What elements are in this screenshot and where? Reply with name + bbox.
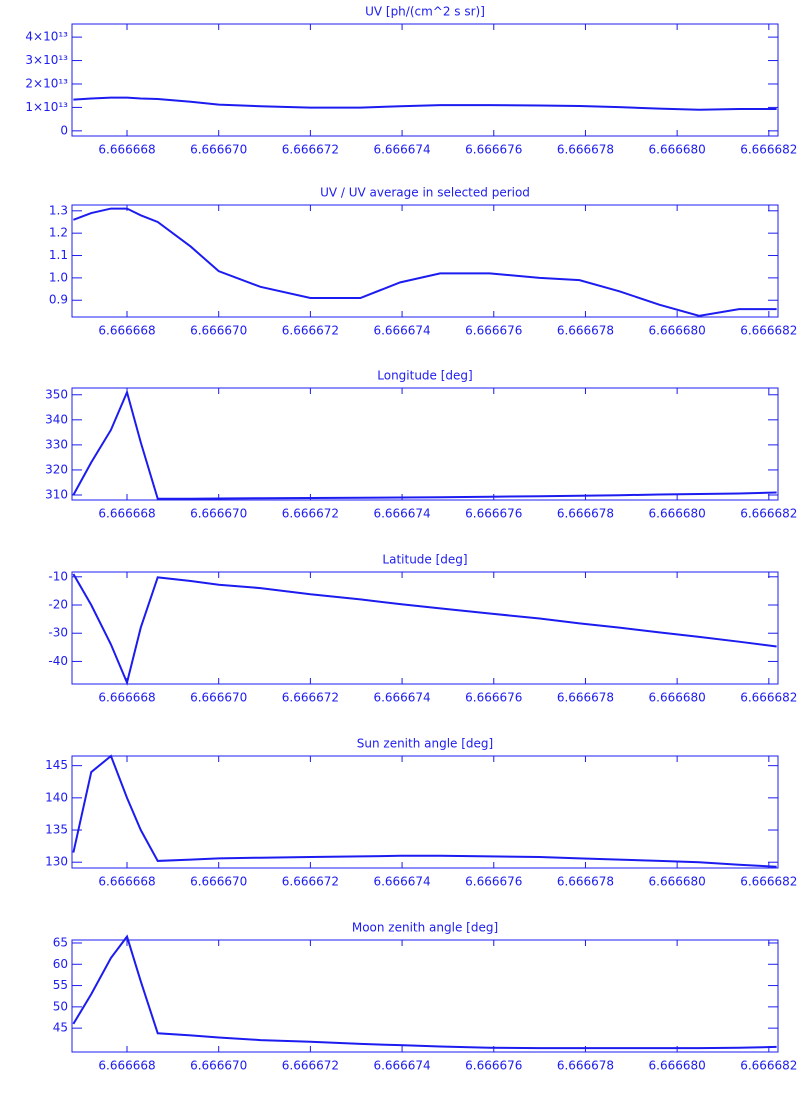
chart-title: UV / UV average in selected period: [320, 186, 530, 200]
chart-title: Moon zenith angle [deg]: [352, 921, 498, 935]
x-tick-label: 6.666676: [465, 324, 522, 338]
y-tick-label: 330: [45, 437, 68, 451]
y-tick-label: 310: [45, 487, 68, 501]
x-tick-label: 6.666670: [190, 324, 247, 338]
y-tick-label: -20: [48, 598, 68, 612]
x-tick-label: 6.666674: [373, 143, 430, 157]
x-tick-label: 6.666668: [98, 691, 155, 705]
chart-title: Longitude [deg]: [377, 369, 472, 383]
y-tick-label: 350: [45, 387, 68, 401]
y-tick-label: 3×10¹³: [25, 53, 68, 67]
y-tick-label: 135: [45, 823, 68, 837]
y-tick-label: 65: [53, 935, 68, 949]
y-tick-label: 130: [45, 855, 68, 869]
x-tick-label: 6.666672: [282, 324, 339, 338]
plot-frame: [71, 23, 779, 137]
plot-frame: [71, 939, 779, 1053]
y-tick-label: 1.0: [49, 270, 68, 284]
y-tick-label: 145: [45, 758, 68, 772]
y-tick-label: 2×10¹³: [25, 76, 68, 90]
y-tick-label: -30: [48, 626, 68, 640]
x-tick-label: 6.666672: [282, 1059, 339, 1073]
x-tick-label: 6.666682: [740, 875, 797, 889]
data-line: [73, 207, 777, 317]
x-tick-label: 6.666670: [190, 875, 247, 889]
data-line: [72, 573, 777, 686]
y-tick-label: 4×10¹³: [25, 30, 68, 44]
x-tick-label: 6.666674: [373, 507, 430, 521]
x-tick-label: 6.666680: [649, 143, 706, 157]
x-tick-label: 6.666668: [98, 507, 155, 521]
x-tick-label: 6.666674: [373, 1059, 430, 1073]
x-tick-label: 6.666682: [740, 1059, 797, 1073]
y-tick-label: -40: [48, 654, 68, 668]
y-tick-label: 1.3: [49, 203, 68, 217]
x-tick-label: 6.666676: [465, 691, 522, 705]
y-tick-label: 50: [53, 999, 68, 1013]
x-tick-label: 6.666678: [557, 691, 614, 705]
y-tick-label: 45: [53, 1021, 68, 1035]
x-tick-label: 6.666670: [190, 1059, 247, 1073]
x-tick-label: 6.666678: [557, 507, 614, 521]
x-tick-label: 6.666670: [190, 507, 247, 521]
x-tick-label: 6.666680: [649, 691, 706, 705]
x-tick-label: 6.666680: [649, 324, 706, 338]
plot-frame: [71, 571, 779, 685]
x-tick-label: 6.666680: [649, 507, 706, 521]
x-tick-label: 6.666672: [282, 143, 339, 157]
plot-frame: [71, 204, 779, 318]
y-tick-label: 140: [45, 790, 68, 804]
x-tick-label: 6.666672: [282, 507, 339, 521]
data-line: [73, 96, 777, 111]
y-tick-label: 1.1: [49, 248, 68, 262]
y-tick-label: 0: [60, 123, 68, 137]
x-tick-label: 6.666674: [373, 875, 430, 889]
x-tick-label: 6.666672: [282, 875, 339, 889]
data-line: [72, 389, 777, 500]
x-tick-label: 6.666678: [557, 1059, 614, 1073]
x-tick-label: 6.666676: [465, 143, 522, 157]
data-line: [72, 754, 777, 868]
y-tick-label: 0.9: [49, 293, 68, 307]
x-tick-label: 6.666682: [740, 143, 797, 157]
chart-title: Latitude [deg]: [382, 553, 467, 567]
x-tick-label: 6.666678: [557, 875, 614, 889]
y-tick-label: 340: [45, 412, 68, 426]
plot-frame: [71, 387, 779, 501]
x-tick-label: 6.666672: [282, 691, 339, 705]
x-tick-label: 6.666668: [98, 1059, 155, 1073]
y-tick-label: -10: [48, 569, 68, 583]
y-tick-label: 1×10¹³: [25, 100, 68, 114]
x-tick-label: 6.666670: [190, 691, 247, 705]
x-tick-label: 6.666680: [649, 1059, 706, 1073]
x-tick-label: 6.666682: [740, 691, 797, 705]
x-tick-label: 6.666670: [190, 143, 247, 157]
x-tick-label: 6.666678: [557, 324, 614, 338]
plot-frame: [71, 755, 779, 869]
x-tick-label: 6.666680: [649, 875, 706, 889]
y-tick-label: 55: [53, 978, 68, 992]
y-tick-label: 1.2: [49, 226, 68, 240]
x-tick-label: 6.666674: [373, 691, 430, 705]
y-tick-label: 60: [53, 957, 68, 971]
x-tick-label: 6.666668: [98, 875, 155, 889]
y-tick-label: 320: [45, 462, 68, 476]
x-tick-label: 6.666682: [740, 507, 797, 521]
x-tick-label: 6.666676: [465, 875, 522, 889]
x-tick-label: 6.666678: [557, 143, 614, 157]
x-tick-label: 6.666674: [373, 324, 430, 338]
chart-title: Sun zenith angle [deg]: [357, 737, 493, 751]
x-tick-label: 6.666668: [98, 324, 155, 338]
x-tick-label: 6.666676: [465, 507, 522, 521]
chart-title: UV [ph/(cm^2 s sr)]: [365, 5, 485, 19]
x-tick-label: 6.666682: [740, 324, 797, 338]
x-tick-label: 6.666676: [465, 1059, 522, 1073]
x-tick-label: 6.666668: [98, 143, 155, 157]
data-line: [72, 934, 777, 1050]
